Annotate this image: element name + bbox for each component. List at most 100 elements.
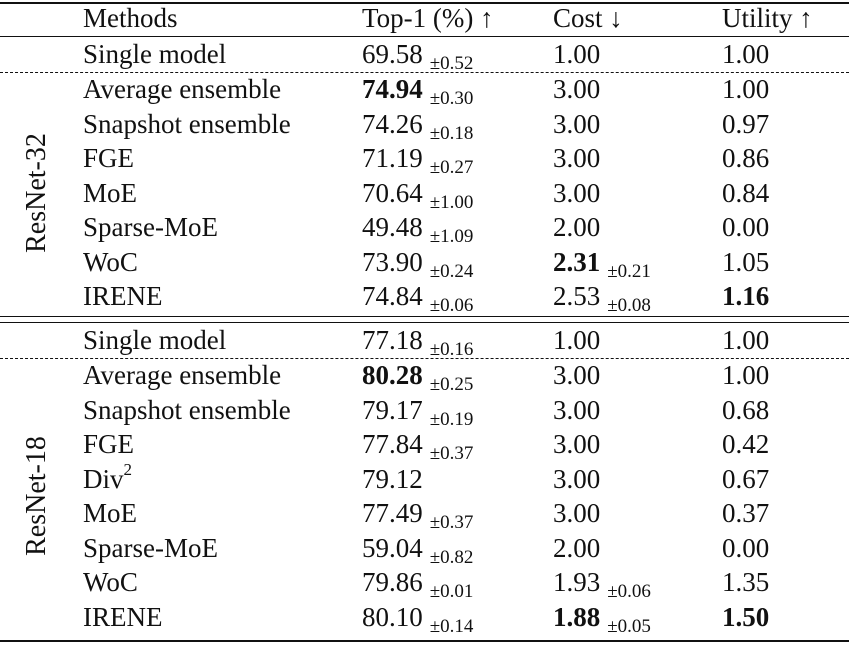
top1-value: 77.18 <box>362 325 423 355</box>
top1-cell: 59.04 ±0.82 <box>362 531 473 569</box>
method-name: FGE <box>83 429 135 459</box>
top1-std: ±0.16 <box>429 339 474 360</box>
method-name: Div <box>83 463 124 494</box>
top1-cell: 74.94 ±0.30 <box>362 72 473 110</box>
method-name: Average ensemble <box>83 74 282 104</box>
top1-std: ±0.14 <box>429 615 474 637</box>
top1-value: 70.64 <box>362 177 423 208</box>
cost-cell: 3.00 <box>553 107 600 141</box>
utility-value: 1.35 <box>722 567 770 597</box>
group-double-rule-bottom <box>0 322 849 324</box>
top1-cell: 73.90 ±0.24 <box>362 245 473 283</box>
table-row: Snapshot ensemble 74.26 ±0.18 3.00 0.97 <box>0 107 849 144</box>
utility-cell: 0.37 <box>722 496 769 530</box>
top1-std: ±0.06 <box>429 295 474 316</box>
utility-value: 0.84 <box>722 177 770 208</box>
top1-value: 80.28 <box>362 360 423 390</box>
cost-cell: 1.88 ±0.05 <box>553 600 651 638</box>
method-name: MoE <box>83 498 137 528</box>
utility-value: 0.97 <box>722 108 770 139</box>
cost-value: 3.00 <box>553 463 601 494</box>
utility-cell: 1.16 <box>722 279 769 313</box>
table-row: Snapshot ensemble 79.17 ±0.19 3.00 0.68 <box>0 393 849 430</box>
top1-std: ±0.27 <box>429 157 474 178</box>
table-row: Sparse-MoE 59.04 ±0.82 2.00 0.00 <box>0 531 849 568</box>
utility-value: 0.67 <box>722 463 770 494</box>
table-row: WoC 79.86 ±0.01 1.93 ±0.06 1.35 <box>0 565 849 602</box>
group-double-rule-top <box>0 316 849 318</box>
table-row: Sparse-MoE 49.48 ±1.09 2.00 0.00 <box>0 210 849 247</box>
top1-cell: 79.86 ±0.01 <box>362 565 473 603</box>
table-row: FGE 77.84 ±0.37 3.00 0.42 <box>0 427 849 464</box>
top1-std: ±0.37 <box>429 512 474 533</box>
utility-cell: 0.00 <box>722 531 769 565</box>
top1-cell: 77.49 ±0.37 <box>362 496 473 534</box>
method-cell: Average ensemble <box>83 72 281 106</box>
top1-value: 80.10 <box>362 601 423 632</box>
cost-cell: 3.00 <box>553 72 600 106</box>
cost-value: 1.00 <box>553 325 601 355</box>
utility-value: 1.50 <box>722 601 770 632</box>
method-cell: Sparse-MoE <box>83 210 218 244</box>
cost-std: ±0.08 <box>607 295 651 316</box>
method-cell: Single model <box>83 37 226 71</box>
method-cell: FGE <box>83 427 134 461</box>
cost-cell: 3.00 <box>553 496 600 530</box>
method-superscript: 2 <box>123 459 133 479</box>
bottom-rule <box>0 640 849 642</box>
top1-std: ±0.01 <box>429 581 474 602</box>
table-row: MoE 77.49 ±0.37 3.00 0.37 <box>0 496 849 533</box>
top1-cell: 77.18 ±0.16 <box>362 323 473 361</box>
utility-value: 0.00 <box>722 532 770 563</box>
cost-value: 3.00 <box>553 498 601 528</box>
cost-value: 3.00 <box>553 74 601 104</box>
cost-cell: 3.00 <box>553 427 600 461</box>
method-cell: FGE <box>83 141 134 175</box>
method-name: Sparse-MoE <box>83 212 218 242</box>
utility-cell: 0.67 <box>722 462 769 496</box>
cost-cell: 1.00 <box>553 323 600 357</box>
utility-value: 1.00 <box>722 360 770 390</box>
cost-value: 3.00 <box>553 429 601 459</box>
method-name: IRENE <box>83 601 163 632</box>
top1-value: 69.58 <box>362 39 423 69</box>
utility-value: 0.68 <box>722 394 770 425</box>
method-name: FGE <box>83 143 135 173</box>
cost-std: ±0.21 <box>607 260 651 282</box>
method-cell: WoC <box>83 245 138 279</box>
cost-value: 3.00 <box>553 394 601 425</box>
top1-std: ±0.18 <box>429 122 474 144</box>
method-cell: Div2 <box>83 459 133 496</box>
utility-value: 1.00 <box>722 39 770 69</box>
utility-value: 0.37 <box>722 498 770 528</box>
cost-value: 3.00 <box>553 143 601 173</box>
cost-value: 1.00 <box>553 39 601 69</box>
top1-cell: 80.28 ±0.25 <box>362 358 473 396</box>
utility-cell: 1.35 <box>722 565 769 599</box>
cost-cell: 1.93 ±0.06 <box>553 565 651 603</box>
cost-std: ±0.06 <box>607 581 651 602</box>
top1-std: ±0.19 <box>429 408 474 430</box>
table-row: Single model 69.58 ±0.52 1.00 1.00 <box>0 37 849 74</box>
top1-value: 74.84 <box>362 281 423 311</box>
table-row: WoC 73.90 ±0.24 2.31 ±0.21 1.05 <box>0 245 849 282</box>
table-row: FGE 71.19 ±0.27 3.00 0.86 <box>0 141 849 178</box>
cost-cell: 3.00 <box>553 176 600 210</box>
top1-value: 71.19 <box>362 143 423 173</box>
utility-cell: 1.05 <box>722 245 769 279</box>
cost-value: 1.88 <box>553 601 601 632</box>
utility-cell: 0.00 <box>722 210 769 244</box>
header-utility: Utility ↑ <box>722 3 813 33</box>
top1-std: ±0.82 <box>429 546 474 568</box>
cost-cell: 2.00 <box>553 531 600 565</box>
top1-value: 74.94 <box>362 74 423 104</box>
top1-std: ±0.37 <box>429 443 474 464</box>
utility-value: 0.86 <box>722 143 770 173</box>
cost-value: 2.53 <box>553 281 601 311</box>
cost-cell: 2.00 <box>553 210 600 244</box>
cost-cell: 2.31 ±0.21 <box>553 245 651 283</box>
top1-value: 73.90 <box>362 246 423 277</box>
top1-cell: 71.19 ±0.27 <box>362 141 473 179</box>
top-rule <box>0 2 849 4</box>
method-name: WoC <box>83 246 138 277</box>
